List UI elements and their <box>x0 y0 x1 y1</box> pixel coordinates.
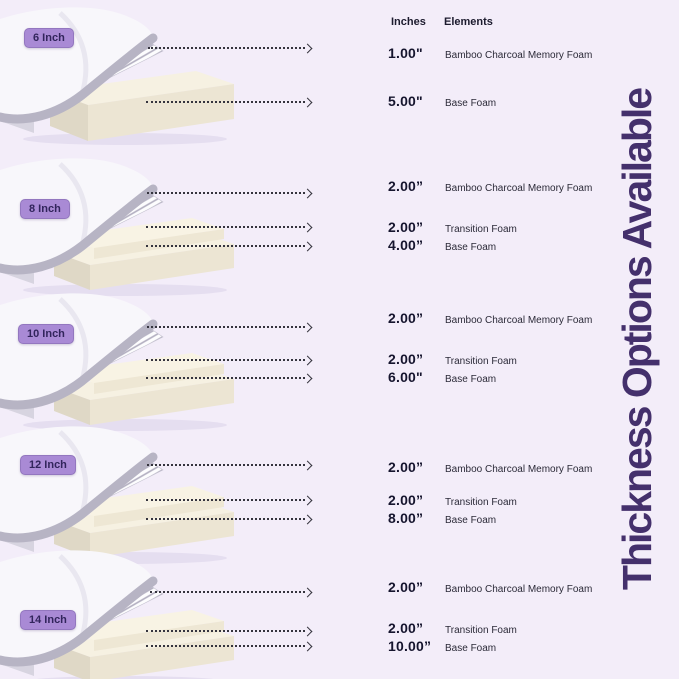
layer-thickness: 2.00” <box>388 351 424 367</box>
page-title: Thickness Options Available <box>601 0 675 679</box>
layer-row: 2.00” Transition Foam <box>388 219 517 235</box>
layer-element: Base Foam <box>445 98 497 109</box>
dotted-arrow-icon <box>146 626 312 636</box>
layer-element: Base Foam <box>445 242 497 253</box>
layer-thickness: 6.00" <box>388 369 423 385</box>
layer-thickness: 1.00" <box>388 45 423 61</box>
layer-thickness: 2.00” <box>388 178 424 194</box>
layer-element: Bamboo Charcoal Memory Foam <box>445 584 593 595</box>
dotted-arrow-icon <box>148 43 312 53</box>
column-header-elements: Elements <box>444 16 493 28</box>
thickness-badge-6inch: 6 Inch <box>24 28 74 48</box>
layer-row: 4.00” Base Foam <box>388 237 496 253</box>
dotted-arrow-icon <box>146 373 312 383</box>
dotted-arrow-icon <box>147 322 312 332</box>
thickness-badge-12inch: 12 Inch <box>20 455 76 475</box>
mattress-layers-graphic <box>0 7 234 145</box>
layer-thickness: 2.00” <box>388 219 424 235</box>
layer-element: Base Foam <box>445 515 497 526</box>
thickness-badge-8inch: 8 Inch <box>20 199 70 219</box>
layer-thickness: 4.00” <box>388 237 424 253</box>
thickness-badge-10inch: 10 Inch <box>18 324 74 344</box>
dotted-arrow-icon <box>146 241 312 251</box>
dotted-arrow-icon <box>150 587 312 597</box>
page-title-text: Thickness Options Available <box>614 88 661 591</box>
dotted-arrow-icon <box>147 460 312 470</box>
layer-element: Bamboo Charcoal Memory Foam <box>445 183 593 194</box>
mattress-illustration-6inch <box>0 5 258 147</box>
layer-row: 2.00” Transition Foam <box>388 620 517 636</box>
layer-element: Bamboo Charcoal Memory Foam <box>445 315 593 326</box>
dotted-arrow-icon <box>146 641 312 651</box>
column-header-inches: Inches <box>391 16 426 28</box>
layer-element: Base Foam <box>445 643 497 654</box>
dotted-arrow-icon <box>146 97 312 107</box>
mattress-illustration-12inch <box>0 424 258 566</box>
layer-thickness: 2.00” <box>388 492 424 508</box>
layer-thickness: 5.00" <box>388 93 423 109</box>
layer-thickness: 2.00” <box>388 459 424 475</box>
layer-row: 10.00” Base Foam <box>388 638 496 654</box>
layer-row: 1.00" Bamboo Charcoal Memory Foam <box>388 45 592 61</box>
layer-element: Bamboo Charcoal Memory Foam <box>445 50 593 61</box>
layer-element: Transition Foam <box>445 625 517 636</box>
layer-row: 2.00” Bamboo Charcoal Memory Foam <box>388 459 592 475</box>
dotted-arrow-icon <box>147 188 312 198</box>
layer-row: 2.00” Bamboo Charcoal Memory Foam <box>388 579 592 595</box>
dotted-arrow-icon <box>146 495 312 505</box>
layer-element: Base Foam <box>445 374 497 385</box>
dotted-arrow-icon <box>146 355 312 365</box>
layer-row: 2.00” Transition Foam <box>388 492 517 508</box>
dotted-arrow-icon <box>146 514 312 524</box>
layer-element: Transition Foam <box>445 356 517 367</box>
layer-row: 5.00" Base Foam <box>388 93 496 109</box>
layer-row: 2.00” Bamboo Charcoal Memory Foam <box>388 178 592 194</box>
layer-row: 2.00” Bamboo Charcoal Memory Foam <box>388 310 592 326</box>
layer-row: 8.00” Base Foam <box>388 510 496 526</box>
layer-element: Bamboo Charcoal Memory Foam <box>445 464 593 475</box>
mattress-layers-graphic <box>0 426 234 564</box>
layer-thickness: 2.00” <box>388 579 424 595</box>
layer-row: 2.00” Transition Foam <box>388 351 517 367</box>
layer-element: Transition Foam <box>445 497 517 508</box>
layer-thickness: 2.00” <box>388 310 424 326</box>
layer-row: 6.00" Base Foam <box>388 369 496 385</box>
thickness-badge-14inch: 14 Inch <box>20 610 76 630</box>
layer-thickness: 2.00” <box>388 620 424 636</box>
layer-thickness: 10.00” <box>388 638 432 654</box>
layer-element: Transition Foam <box>445 224 517 235</box>
layer-thickness: 8.00” <box>388 510 424 526</box>
dotted-arrow-icon <box>146 222 312 232</box>
